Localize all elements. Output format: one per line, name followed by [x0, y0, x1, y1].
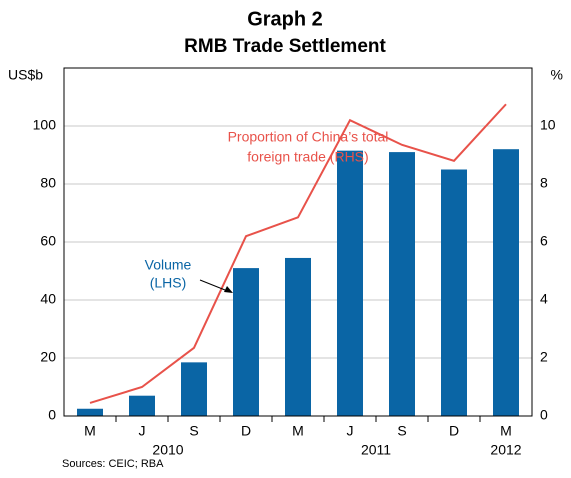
x-tick-label: M: [500, 423, 512, 439]
x-group-label: 2012: [490, 442, 521, 458]
y2-tick-label: 0: [540, 407, 548, 423]
x-tick-label: J: [347, 423, 354, 439]
x-tick-label: M: [84, 423, 96, 439]
bar: [285, 257, 311, 416]
annotation: foreign trade (RHS): [247, 149, 368, 165]
y-tick-label: 60: [40, 233, 56, 249]
x-tick-label: S: [189, 423, 198, 439]
y2-tick-label: 6: [540, 233, 548, 249]
bar: [129, 395, 155, 416]
y-tick-label: 80: [40, 175, 56, 191]
y2-tick-label: 2: [540, 349, 548, 365]
chart-subtitle: RMB Trade Settlement: [184, 36, 386, 57]
x-tick-label: D: [241, 423, 251, 439]
line: [89, 103, 507, 404]
chart-title: Graph 2: [247, 8, 323, 30]
y-tick-label: 40: [40, 291, 56, 307]
annotation-arrowhead: [224, 286, 233, 293]
annotation: (LHS): [150, 275, 187, 291]
x-tick-label: S: [397, 423, 406, 439]
bar: [441, 169, 467, 416]
bar: [389, 152, 415, 416]
x-group-label: 2010: [152, 442, 183, 458]
x-tick-label: D: [449, 423, 459, 439]
y2-tick-label: 8: [540, 175, 548, 191]
bar: [337, 150, 363, 416]
x-tick-label: M: [292, 423, 304, 439]
y2-tick-label: 10: [540, 117, 556, 133]
annotation: Proportion of China’s total: [228, 129, 389, 145]
bar: [77, 408, 103, 416]
x-tick-label: J: [139, 423, 146, 439]
y-tick-label: 20: [40, 349, 56, 365]
x-group-label: 2011: [361, 442, 391, 458]
y-tick-label: 0: [48, 407, 56, 423]
y-tick-label: 100: [33, 117, 57, 133]
source: Sources: CEIC; RBA: [62, 458, 164, 470]
y2-tick-label: 4: [540, 291, 548, 307]
annotation: Volume: [145, 257, 192, 273]
y-axis-label: US$b: [8, 67, 43, 83]
y2-axis-label: %: [551, 67, 563, 83]
bar: [181, 362, 207, 416]
bar: [493, 149, 519, 416]
bar: [233, 268, 259, 416]
plot-frame: [63, 67, 533, 417]
